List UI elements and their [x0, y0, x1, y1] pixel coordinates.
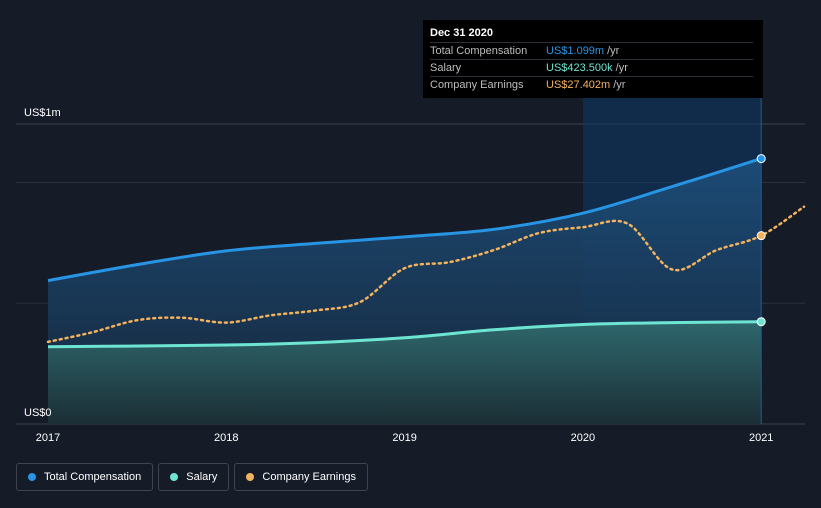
tooltip-value: US$1.099m — [546, 45, 605, 57]
tooltip-unit: /yr — [613, 79, 626, 91]
tooltip-row-total-compensation: Total Compensation US$1.099m /yr — [430, 42, 753, 59]
tooltip-unit: /yr — [607, 45, 620, 57]
tooltip-row-company-earnings: Company Earnings US$27.402m /yr — [430, 76, 753, 93]
tooltip-unit: /yr — [615, 62, 628, 74]
tooltip-label: Total Compensation — [430, 45, 528, 57]
legend-label: Company Earnings — [262, 471, 356, 483]
total-compensation-line — [47, 157, 762, 283]
company-earnings-line — [46, 205, 806, 344]
legend-label: Total Compensation — [44, 471, 142, 483]
tooltip: Dec 31 2020 Total Compensation US$1.099m… — [423, 20, 763, 98]
salary-marker — [756, 317, 766, 327]
tooltip-row-salary: Salary US$423.500k /yr — [430, 59, 753, 76]
tooltip-value: US$423.500k — [546, 62, 613, 74]
x-tick-label: 2020 — [571, 432, 595, 444]
x-tick-label: 2017 — [36, 432, 60, 444]
legend-dot-icon — [170, 473, 179, 481]
tooltip-label: Company Earnings — [430, 79, 524, 91]
legend-item-total-compensation[interactable]: Total Compensation — [16, 463, 154, 491]
legend: Total Compensation Salary Company Earnin… — [16, 463, 368, 491]
hover-markers — [756, 154, 766, 327]
total-compensation-marker — [756, 154, 766, 164]
x-tick-label: 2018 — [214, 432, 238, 444]
legend-item-salary[interactable]: Salary — [158, 463, 230, 491]
salary-area — [48, 321, 762, 424]
x-axis-ticks: 2017 2018 2019 2020 2021 — [36, 432, 774, 444]
company-earnings-marker — [756, 231, 766, 241]
salary-line — [47, 320, 762, 349]
tooltip-label: Salary — [430, 62, 462, 74]
legend-item-company-earnings[interactable]: Company Earnings — [234, 463, 368, 491]
y-axis-label: US$0 — [24, 407, 52, 419]
legend-dot-icon — [246, 473, 255, 481]
legend-dot-icon — [28, 473, 36, 481]
y-axis-label: US$1m — [24, 107, 61, 119]
x-tick-label: 2021 — [749, 432, 773, 444]
tooltip-date: Dec 31 2020 — [430, 27, 493, 39]
x-tick-label: 2019 — [392, 432, 416, 444]
y-axis-labels: US$1m US$0 — [24, 107, 61, 419]
tooltip-value: US$27.402m — [546, 79, 611, 91]
legend-label: Salary — [186, 471, 218, 483]
